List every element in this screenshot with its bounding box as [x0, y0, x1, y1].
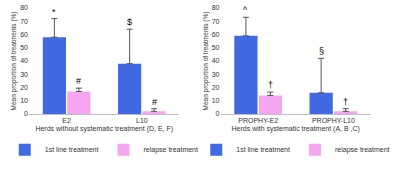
- svg-text:1st line treatment: 1st line treatment: [45, 146, 99, 153]
- svg-text:80: 80: [20, 4, 28, 11]
- svg-text:0: 0: [24, 110, 28, 117]
- svg-text:50: 50: [212, 44, 220, 51]
- svg-text:Herds with systematic treatmen: Herds with systematic treatment (A, B ,C…: [232, 125, 360, 133]
- svg-text:E2: E2: [62, 117, 71, 124]
- svg-text:40: 40: [212, 57, 220, 64]
- svg-text:^: ^: [243, 5, 248, 15]
- svg-text:Mean proportion of treatments: Mean proportion of treatments (%): [202, 12, 210, 111]
- svg-text:60: 60: [20, 31, 28, 38]
- svg-text:$: $: [127, 17, 132, 27]
- svg-text:30: 30: [20, 71, 28, 78]
- svg-text:PROPHY-E2: PROPHY-E2: [238, 117, 278, 124]
- svg-text:Herds without systematic treat: Herds without systematic treatment (D, E…: [35, 125, 173, 133]
- svg-text:†: †: [268, 80, 273, 90]
- svg-text:20: 20: [212, 84, 220, 91]
- svg-text:Mean proportion of treatments: Mean proportion of treatments (%): [10, 12, 18, 111]
- svg-text:10: 10: [212, 97, 220, 104]
- svg-text:§: §: [319, 46, 324, 56]
- svg-text:20: 20: [20, 84, 28, 91]
- svg-text:30: 30: [212, 71, 220, 78]
- svg-text:70: 70: [20, 18, 28, 25]
- svg-text:#: #: [152, 97, 157, 107]
- svg-text:†: †: [343, 97, 348, 107]
- svg-text:1st line treatment: 1st line treatment: [236, 146, 290, 153]
- svg-text:50: 50: [20, 44, 28, 51]
- svg-text:10: 10: [20, 97, 28, 104]
- svg-text:60: 60: [212, 31, 220, 38]
- svg-text:*: *: [52, 7, 56, 17]
- svg-text:relapse treatment: relapse treatment: [335, 146, 390, 154]
- svg-text:relapse treatment: relapse treatment: [143, 146, 198, 154]
- svg-text:70: 70: [212, 18, 220, 25]
- svg-text:#: #: [76, 76, 81, 86]
- svg-text:80: 80: [212, 4, 220, 11]
- svg-text:40: 40: [20, 57, 28, 64]
- svg-text:L10: L10: [136, 117, 148, 124]
- svg-text:PROPHY-L10: PROPHY-L10: [312, 117, 355, 124]
- svg-text:0: 0: [216, 110, 220, 117]
